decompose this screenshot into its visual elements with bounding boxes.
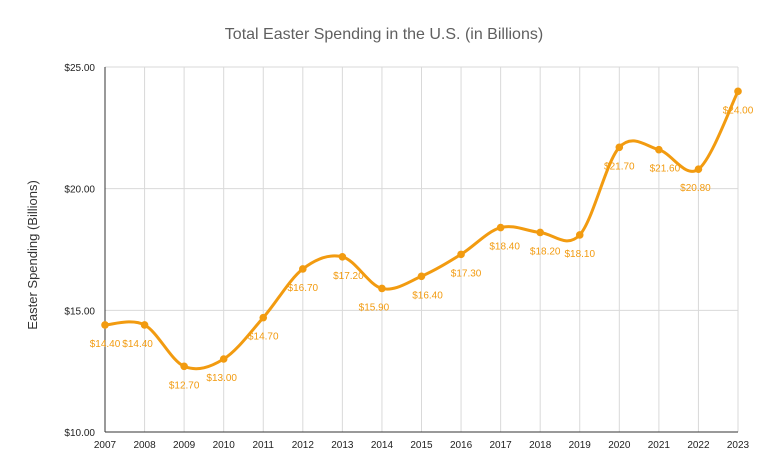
data-point — [615, 143, 624, 152]
x-tick-label: 2020 — [608, 440, 631, 451]
x-tick-label: 2022 — [687, 440, 710, 451]
data-label: $14.40 — [122, 339, 153, 350]
data-point — [259, 313, 268, 322]
data-label: $17.30 — [451, 268, 482, 279]
y-tick-label: $25.00 — [64, 63, 95, 74]
x-tick-label: 2016 — [450, 440, 473, 451]
x-tick-label: 2015 — [410, 440, 433, 451]
data-point — [378, 284, 386, 293]
x-tick-label: 2010 — [213, 440, 236, 451]
data-label: $14.70 — [248, 332, 279, 343]
x-tick-label: 2011 — [252, 440, 274, 451]
data-point — [694, 165, 703, 173]
data-label: $13.00 — [206, 373, 237, 384]
x-tick-label: 2013 — [331, 440, 354, 451]
data-point — [536, 228, 544, 237]
data-label: $17.20 — [333, 271, 364, 282]
data-point — [496, 223, 505, 232]
data-label: $21.60 — [650, 164, 681, 175]
data-point — [219, 355, 228, 363]
data-label: $21.70 — [604, 161, 635, 172]
data-point — [417, 272, 426, 281]
x-tick-label: 2021 — [648, 440, 671, 451]
data-label: $18.10 — [564, 249, 595, 260]
axes: $10.00 $15.00 $20.00 $25.00 2007 2008 2009 2010… — [64, 63, 749, 451]
x-tick-label: 2009 — [173, 440, 196, 451]
data-label: $16.40 — [412, 290, 443, 301]
data-point — [101, 321, 109, 329]
gridlines — [104, 66, 739, 433]
x-tick-label: 2017 — [490, 440, 513, 451]
x-tick-label: 2007 — [94, 440, 117, 451]
data-label: $24.00 — [723, 105, 754, 116]
data-label: $14.40 — [90, 339, 121, 350]
data-point — [140, 321, 149, 329]
x-tick-label: 2023 — [727, 440, 750, 451]
x-tick-label: 2008 — [133, 440, 156, 451]
data-label: $18.40 — [489, 242, 520, 253]
data-point — [457, 250, 465, 259]
y-tick-label: $10.00 — [64, 428, 95, 439]
data-label: $12.70 — [169, 380, 200, 391]
data-label: $18.20 — [530, 246, 561, 257]
data-point — [299, 265, 307, 273]
data-point — [734, 87, 742, 96]
x-tick-label: 2018 — [529, 440, 552, 451]
x-tick-label: 2012 — [292, 440, 315, 451]
series-line — [103, 89, 740, 371]
y-tick-label: $20.00 — [64, 185, 95, 196]
data-point — [575, 231, 584, 239]
y-axis-title: Easter Spending (Billions) — [25, 180, 40, 330]
data-points — [101, 87, 742, 371]
data-point — [180, 362, 188, 371]
x-tick-label: 2014 — [371, 440, 394, 451]
series-layer — [103, 89, 740, 371]
data-point — [655, 145, 663, 154]
x-tick-label: 2019 — [569, 440, 592, 451]
data-point — [338, 252, 347, 261]
data-label: $20.80 — [680, 183, 711, 194]
y-tick-label: $15.00 — [64, 306, 95, 317]
data-labels: $14.40 $14.40 $12.70 $13.00 $14.70 $16.70 $17.… — [90, 105, 754, 391]
chart-title: Total Easter Spending in the U.S. (in Bi… — [225, 26, 543, 43]
data-label: $16.70 — [288, 283, 319, 294]
data-label: $15.90 — [359, 302, 390, 313]
